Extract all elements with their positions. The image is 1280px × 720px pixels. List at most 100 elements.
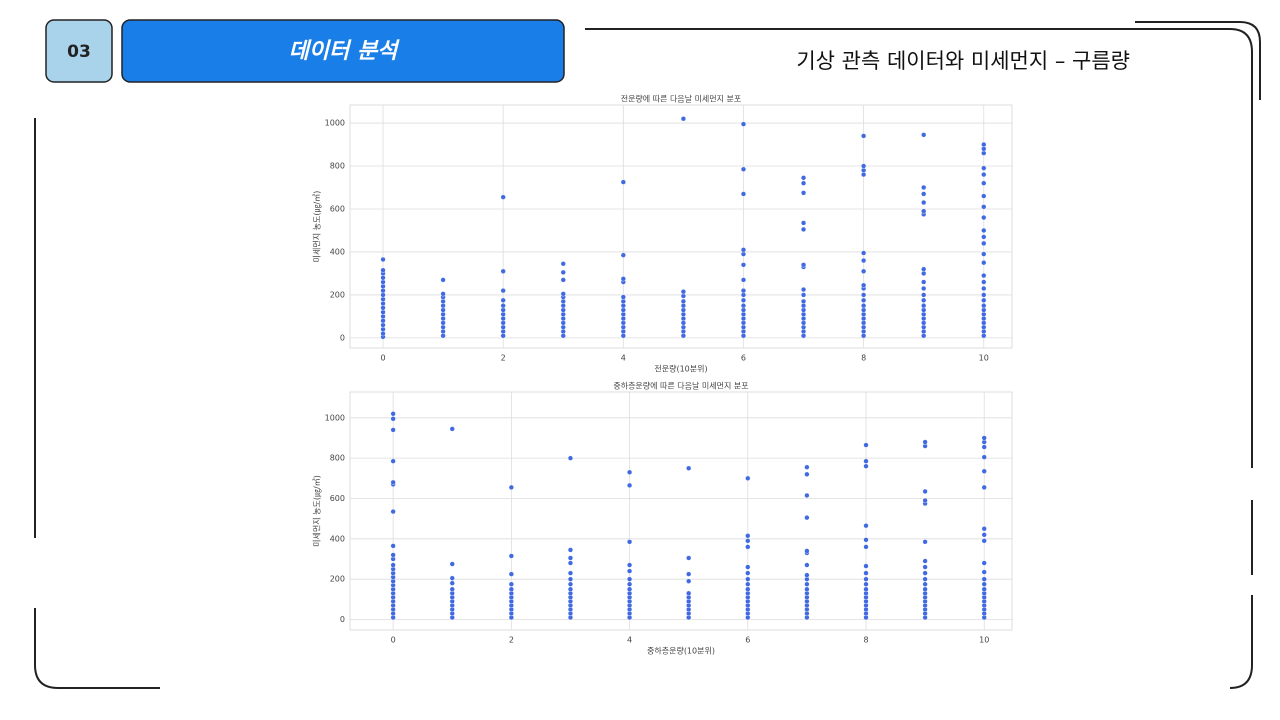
- x-tick-label: 10: [979, 354, 989, 363]
- point: [981, 484, 987, 491]
- point: [680, 315, 687, 322]
- point: [740, 121, 747, 127]
- point: [981, 435, 987, 441]
- point: [626, 482, 633, 488]
- point: [567, 576, 574, 582]
- point: [981, 526, 987, 532]
- point: [861, 297, 867, 303]
- y-tick-label: 1000: [325, 413, 345, 422]
- point: [863, 563, 869, 569]
- point: [686, 465, 692, 471]
- x-tick-label: 10: [979, 636, 989, 645]
- y-tick-label: 400: [330, 247, 345, 256]
- point: [981, 569, 987, 575]
- point: [804, 586, 810, 592]
- point: [740, 292, 747, 298]
- point: [620, 320, 626, 326]
- point: [861, 133, 867, 139]
- point: [921, 208, 927, 214]
- section-banner: [121, 19, 565, 83]
- point: [390, 458, 396, 464]
- point: [981, 240, 987, 246]
- point: [390, 479, 396, 485]
- point: [560, 324, 566, 330]
- point: [620, 298, 626, 304]
- section-number: 03: [67, 42, 91, 62]
- point: [440, 307, 446, 313]
- point: [560, 291, 566, 297]
- chart: 0 200 400 600 800 1000 0 2 4 6 8 10 전운량에 따른 다음날 미세먼지…: [312, 94, 1013, 374]
- point: [567, 555, 574, 561]
- y-tick-label: 600: [330, 494, 345, 503]
- point: [680, 328, 687, 335]
- point: [500, 324, 506, 330]
- point: [861, 333, 867, 339]
- x-tick-label: 4: [621, 354, 626, 363]
- point: [800, 328, 807, 335]
- point: [981, 279, 987, 285]
- point: [680, 116, 687, 122]
- point: [740, 288, 747, 294]
- point: [380, 267, 386, 273]
- point: [449, 575, 455, 581]
- point: [800, 315, 807, 322]
- point: [745, 570, 751, 576]
- point: [380, 283, 386, 289]
- point: [861, 303, 867, 309]
- point: [981, 320, 987, 326]
- x-tick-label: 6: [741, 354, 746, 363]
- point: [449, 426, 455, 432]
- point: [740, 303, 747, 309]
- point: [800, 190, 807, 196]
- point: [981, 214, 987, 221]
- point: [981, 324, 987, 330]
- point: [861, 315, 867, 322]
- point: [680, 324, 687, 330]
- point: [390, 427, 396, 433]
- point: [921, 328, 927, 335]
- point: [500, 320, 506, 326]
- point: [560, 333, 566, 339]
- point: [620, 311, 626, 317]
- point: [863, 570, 869, 576]
- y-axis-label: 미세먼지 농도(㎍/㎥): [312, 191, 323, 263]
- point: [922, 497, 928, 504]
- point: [861, 268, 867, 274]
- section-title: 데이터 분석: [289, 39, 401, 64]
- x-tick-label: 8: [861, 354, 866, 363]
- x-axis-label: 전운량(10분위): [654, 364, 707, 374]
- point: [500, 315, 506, 322]
- point: [863, 537, 869, 543]
- point: [380, 279, 386, 285]
- point: [861, 257, 867, 264]
- point: [922, 539, 928, 545]
- point: [745, 581, 751, 587]
- point: [626, 568, 633, 574]
- point: [620, 252, 626, 258]
- point: [440, 277, 446, 283]
- point: [740, 297, 747, 303]
- point: [567, 455, 574, 461]
- x-axis-label: 중하층운량(10분위): [647, 646, 715, 656]
- point: [740, 324, 747, 330]
- point: [390, 416, 396, 422]
- point: [981, 292, 987, 298]
- point: [560, 303, 566, 309]
- point: [508, 553, 514, 559]
- point: [981, 165, 987, 171]
- point: [922, 576, 928, 582]
- point: [981, 468, 987, 474]
- point: [921, 307, 927, 313]
- point: [626, 581, 633, 587]
- point: [804, 515, 810, 521]
- point: [981, 251, 987, 257]
- point: [981, 315, 987, 322]
- point: [804, 464, 810, 470]
- point: [440, 311, 446, 317]
- plot-area: [349, 104, 1013, 349]
- point: [800, 220, 807, 226]
- point: [981, 560, 987, 566]
- point: [981, 285, 987, 292]
- point: [626, 562, 633, 568]
- point: [921, 270, 927, 277]
